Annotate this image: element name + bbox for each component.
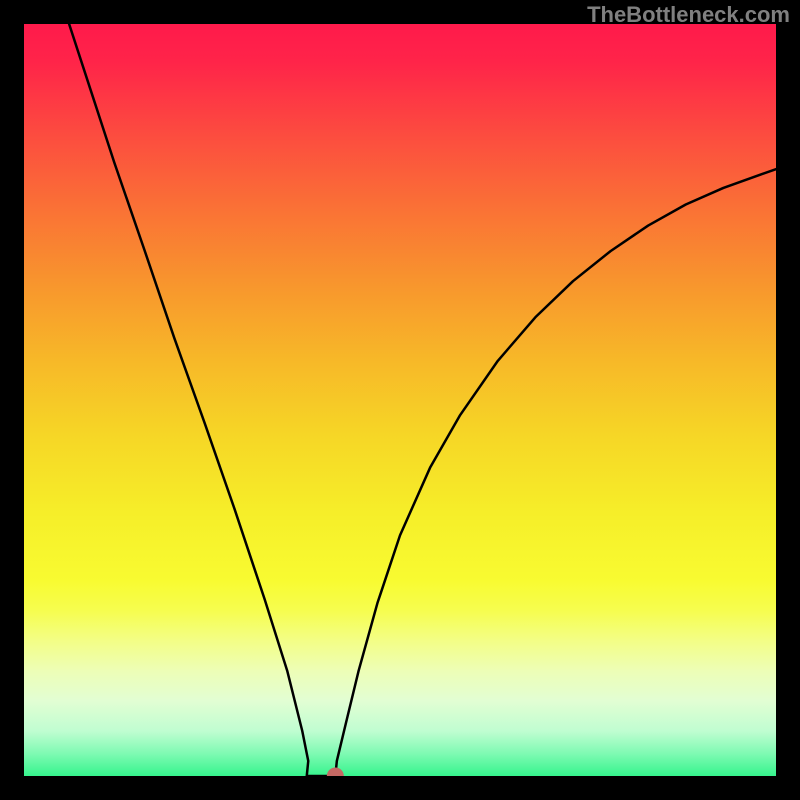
plot-area — [24, 24, 776, 776]
chart-outer-frame: TheBottleneck.com — [0, 0, 800, 800]
bottleneck-curve-svg — [24, 24, 776, 776]
optimal-point-marker — [327, 768, 344, 777]
watermark-text: TheBottleneck.com — [587, 2, 790, 28]
bottleneck-curve — [69, 24, 776, 776]
